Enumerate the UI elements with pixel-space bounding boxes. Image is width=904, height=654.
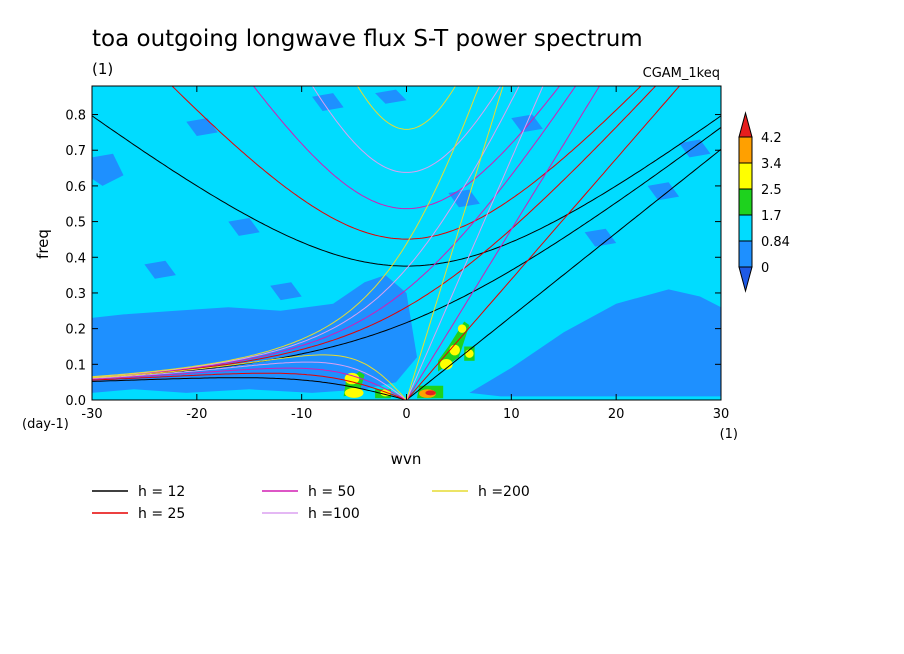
dispersion-ig-h25	[171, 86, 642, 240]
colorbar: 0 0.84 1.7 2.5 3.4 4.2	[738, 111, 790, 293]
x-tick-label-5: 20	[608, 407, 625, 422]
colorbar-bin-0	[738, 136, 753, 164]
legend-label-h12: h = 12	[138, 484, 185, 500]
dispersion-mrg-h100	[92, 86, 520, 378]
dispersion-rossby-h200	[92, 354, 407, 400]
dispersion-kelvin-h50	[406, 86, 601, 400]
y-unit-label: (day-1)	[22, 417, 69, 432]
x-tick-label-4: 10	[503, 407, 520, 422]
colorbar-bin-4	[738, 240, 753, 268]
x-tick-label-6: 30	[713, 407, 730, 422]
x-tick-label-0: -30	[81, 407, 102, 422]
colorbar-bin-1	[738, 162, 753, 190]
x-tick-label-2: -10	[291, 407, 312, 422]
power-peak-3	[425, 390, 436, 396]
x-tick-label-1: -20	[186, 407, 207, 422]
colorbar-bin-3	[738, 214, 753, 242]
dispersion-rossby-h12	[92, 377, 407, 400]
low-power-region-4	[375, 89, 407, 104]
y-tick-label-7: 0.7	[65, 144, 86, 159]
dispersion-kelvin-h100	[406, 86, 544, 400]
x-axis-label: wvn	[391, 450, 422, 468]
y-tick-label-5: 0.5	[65, 216, 86, 231]
colorbar-label-2: 1.7	[761, 209, 782, 224]
colorbar-label-3: 2.5	[761, 183, 782, 198]
y-tick-label-8: 0.8	[65, 109, 86, 124]
run-label: CGAM_1keq	[643, 66, 720, 81]
power-peak-6	[457, 324, 467, 333]
y-tick-label-6: 0.6	[65, 180, 86, 195]
colorbar-label-4: 3.4	[761, 157, 782, 172]
power-peak-7	[465, 349, 474, 358]
dispersion-rossby-h100	[92, 361, 407, 400]
legend-label-h200: h =200	[478, 484, 530, 500]
dispersion-mrg-h12	[92, 126, 721, 379]
y-axis-ticks: 0.0 0.1 0.2 0.3 0.4 0.5 0.6 0.7 0.8	[65, 109, 721, 409]
colorbar-label-5: 4.2	[761, 131, 782, 146]
legend-label-h25: h = 25	[138, 506, 185, 522]
dispersion-rossby-h25	[92, 372, 407, 400]
chart-subtitle-unit: (1)	[92, 60, 113, 78]
x-unit-label: (1)	[720, 427, 738, 442]
legend-label-h50: h = 50	[308, 484, 355, 500]
dispersion-ig-h200	[356, 86, 457, 130]
colorbar-label-0: 0	[761, 261, 769, 276]
dispersion-curves	[92, 86, 721, 400]
y-tick-label-3: 0.3	[65, 287, 86, 302]
power-peak-1	[344, 387, 364, 398]
dispersion-kelvin-h25	[406, 86, 681, 400]
dispersion-ig-h100	[311, 86, 502, 173]
colorbar-under-arrow	[738, 266, 753, 293]
colorbar-over-arrow	[738, 111, 753, 138]
low-power-regions	[92, 89, 721, 397]
dispersion-ig-h50	[252, 86, 561, 210]
dispersion-mrg-h25	[92, 86, 657, 378]
dispersion-kelvin-h200	[406, 86, 504, 400]
y-tick-label-1: 0.1	[65, 358, 86, 373]
power-peak-5	[449, 344, 460, 356]
low-power-region-0	[92, 275, 417, 393]
y-tick-label-0: 0.0	[65, 394, 86, 409]
low-power-region-8	[228, 218, 260, 236]
legend: h = 12 h = 25 h = 50 h =100 h =200	[92, 484, 530, 522]
colorbar-bin-2	[738, 188, 753, 216]
low-power-region-7	[647, 182, 680, 201]
legend-label-h100: h =100	[308, 506, 360, 522]
chart-title: toa outgoing longwave flux S-T power spe…	[92, 26, 643, 52]
y-axis-label: freq	[34, 229, 52, 259]
colorbar-label-1: 0.84	[761, 235, 790, 250]
low-power-region-11	[270, 282, 302, 301]
dispersion-mrg-h50	[92, 86, 577, 378]
dispersion-rossby-h50	[92, 367, 407, 400]
low-power-region-9	[144, 260, 176, 279]
low-power-region-12	[448, 189, 480, 208]
dispersion-mrg-h200	[92, 86, 480, 378]
y-tick-label-4: 0.4	[65, 251, 86, 266]
dispersion-kelvin-h12	[406, 148, 721, 400]
low-power-region-6	[584, 228, 617, 247]
x-tick-label-3: 0	[402, 407, 410, 422]
plot-area	[92, 86, 721, 400]
x-axis-ticks: -30 -20 -10 0 10 20 30	[81, 86, 729, 422]
low-power-region-1	[469, 289, 721, 397]
power-peak-4	[440, 358, 453, 370]
low-power-region-2	[92, 153, 124, 186]
y-tick-label-2: 0.2	[65, 323, 86, 338]
low-power-region-10	[679, 139, 711, 158]
dispersion-ig-h12	[92, 115, 721, 267]
